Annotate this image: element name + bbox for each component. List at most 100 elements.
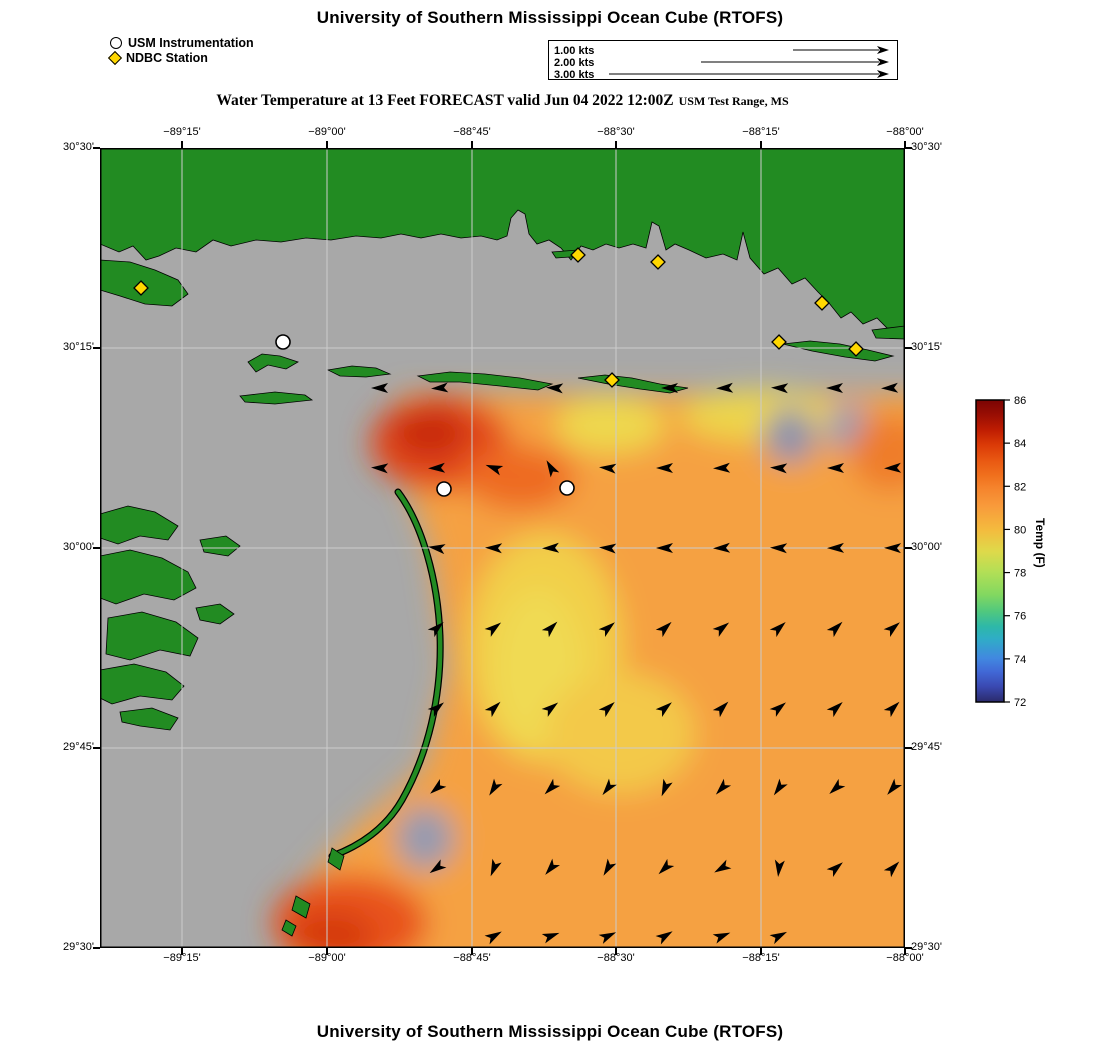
x-tick-label-top: −89°00': [308, 126, 346, 138]
x-tick-label-bottom: −89°15': [163, 952, 201, 964]
field-blob: [395, 806, 455, 870]
colorbar-graphic: 86 84 82 80 78 76 74 72: [975, 395, 1026, 709]
x-tick-label-bottom: −89°00': [308, 952, 346, 964]
current-vector-arrow: [599, 543, 617, 554]
station-markers: [133, 247, 864, 497]
x-tick-mark-bottom: [904, 948, 906, 955]
y-tick-label-right: 30°00': [911, 541, 942, 553]
current-vector-arrow: [656, 463, 673, 473]
current-vector-arrow: [427, 702, 444, 717]
velocity-scale-legend: 1.00 kts 2.00 kts 3.00 kts: [548, 40, 898, 81]
current-vector-arrow: [599, 463, 617, 474]
current-vector-arrow: [430, 779, 447, 794]
graticule-grid: [100, 148, 905, 948]
land-masses: [99, 147, 906, 937]
x-tick-mark-bottom: [760, 948, 762, 955]
ndbc-station-marker: [604, 372, 620, 388]
current-vector-arrow: [655, 621, 672, 638]
y-tick-label-left: 30°00': [63, 541, 94, 553]
x-tick-mark-bottom: [326, 948, 328, 955]
current-vector-arrow: [716, 382, 734, 393]
current-vector-arrow: [769, 621, 786, 638]
map-title-text: Water Temperature at 13 Feet FORECAST va…: [216, 92, 674, 109]
current-vector-arrow: [655, 931, 673, 945]
marker-legend: USM Instrumentation NDBC Station: [107, 35, 254, 65]
current-vectors: [371, 382, 902, 945]
field-blob: [392, 407, 468, 459]
y-tick-label-left: 29°30': [63, 941, 94, 953]
x-tick-label-top: −88°30': [597, 126, 635, 138]
x-tick-mark-bottom: [471, 948, 473, 955]
current-vector-arrow: [712, 701, 729, 718]
colorbar-tick-label: 74: [1014, 654, 1026, 666]
x-tick-mark-top: [904, 141, 906, 148]
current-vector-arrow: [541, 702, 559, 717]
current-vector-arrow: [713, 462, 731, 473]
current-vector-arrow: [883, 622, 900, 637]
current-vector-arrow: [883, 701, 900, 718]
usm-instrument-marker: [275, 334, 291, 350]
current-vector-arrow: [883, 861, 900, 878]
x-tick-mark-top: [471, 141, 473, 148]
y-tick-label-right: 29°45': [911, 741, 942, 753]
current-vector-arrow: [489, 778, 503, 796]
x-tick-label-top: −88°15': [742, 126, 780, 138]
figure-title-top: University of Southern Mississippi Ocean…: [316, 8, 784, 27]
scale-row-label: 3.00 kts: [554, 69, 594, 78]
map-area: [99, 147, 960, 1008]
ndbc-station-marker: [814, 295, 830, 311]
y-tick-label-right: 29°30': [911, 941, 942, 953]
west-peninsula: [99, 259, 189, 307]
dauphin-island: [782, 340, 895, 362]
current-vector-arrow: [431, 382, 449, 393]
y-tick-label-right: 30°15': [911, 341, 942, 353]
current-vector-arrow: [827, 542, 845, 553]
y-tick-mark-left: [93, 747, 100, 749]
current-vector-arrow: [485, 464, 504, 476]
usm-instrument-marker: [559, 480, 575, 496]
y-tick-label-left: 30°15': [63, 341, 94, 353]
current-vector-arrow: [371, 463, 389, 474]
field-blob: [465, 446, 575, 510]
x-tick-label-bottom: −88°30': [597, 952, 635, 964]
current-vector-arrow: [769, 702, 786, 717]
current-vector-arrow: [541, 621, 558, 638]
current-vector-arrow: [712, 622, 730, 637]
current-vector-arrow: [542, 542, 560, 553]
current-vector-arrow: [715, 778, 732, 795]
usm-instrument-marker: [436, 481, 452, 497]
x-tick-mark-bottom: [181, 948, 183, 955]
current-vector-arrow: [484, 622, 502, 637]
temperature-field: [272, 390, 960, 1008]
current-vector-arrow: [545, 858, 560, 875]
ship-island: [326, 365, 392, 378]
y-tick-mark-left: [93, 547, 100, 549]
field-blob: [555, 397, 665, 453]
scale-vector-arrowhead: [877, 70, 889, 78]
shore-strip: [239, 391, 314, 405]
current-vector-arrow: [429, 859, 447, 874]
current-vector-arrow: [598, 932, 617, 944]
scale-vector-arrowhead: [877, 46, 889, 54]
field-blob: [764, 408, 816, 464]
legend-item-ndbc: NDBC Station: [107, 50, 254, 65]
ndbc-station-marker: [771, 334, 787, 350]
current-vector-arrow: [884, 543, 902, 554]
current-vector-arrow: [826, 701, 843, 718]
current-vector-arrow: [887, 778, 902, 795]
figure-title-bottom: University of Southern Mississippi Ocean…: [316, 1022, 784, 1041]
current-vector-arrow: [541, 932, 560, 944]
current-vector-arrow: [427, 621, 444, 638]
field-blob: [680, 390, 840, 442]
map-border: [100, 148, 905, 948]
x-tick-label-bottom: −88°45': [453, 952, 491, 964]
current-vector-arrow: [771, 383, 789, 394]
x-tick-mark-top: [615, 141, 617, 148]
current-vector-arrow: [829, 778, 846, 795]
scale-vector-arrowhead: [877, 58, 889, 66]
current-vector-arrow: [602, 778, 617, 796]
current-vector-arrow: [884, 462, 902, 473]
current-vector-arrow: [428, 462, 446, 473]
x-tick-mark-top: [326, 141, 328, 148]
